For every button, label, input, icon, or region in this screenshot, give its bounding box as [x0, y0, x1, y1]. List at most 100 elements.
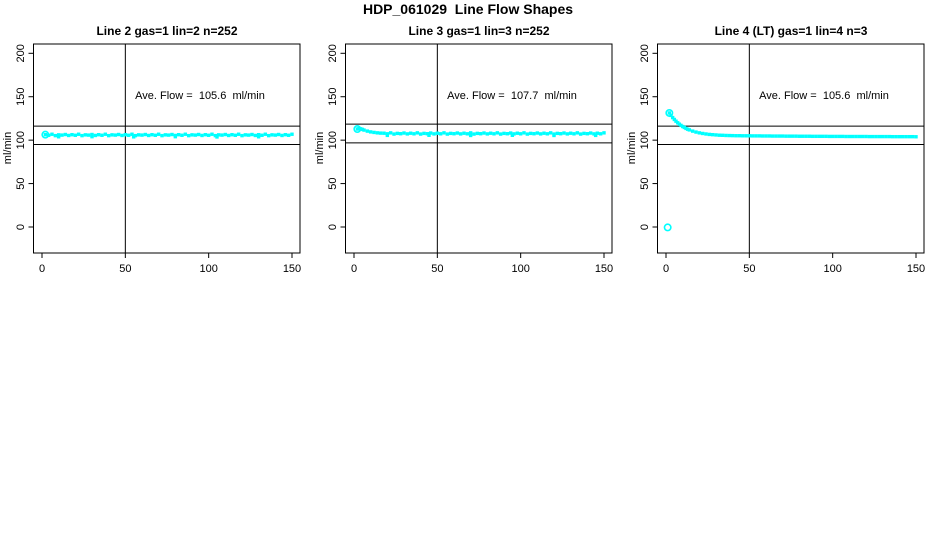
- data-point: [797, 134, 802, 138]
- x-tick-label: 50: [119, 263, 131, 275]
- data-point: [445, 132, 450, 136]
- data-point: [525, 132, 530, 136]
- data-point: [120, 133, 124, 138]
- data-point: [131, 135, 136, 139]
- data-point: [750, 134, 755, 138]
- data-point: [904, 134, 908, 139]
- data-point: [415, 131, 420, 135]
- panel-title-line3: Line 3 gas=1 lin=3 n=252: [408, 24, 550, 38]
- data-point: [744, 134, 748, 138]
- data-point: [230, 132, 234, 137]
- data-point: [226, 133, 231, 138]
- y-tick-label: 150: [639, 88, 651, 106]
- data-point: [280, 133, 284, 138]
- data-point: [864, 134, 868, 139]
- y-tick-label: 0: [639, 224, 651, 230]
- y-tick-label: 50: [639, 177, 651, 189]
- x-tick-label: 0: [39, 263, 45, 275]
- data-point: [757, 134, 762, 138]
- data-point: [568, 131, 573, 135]
- data-point: [538, 132, 543, 136]
- data-point: [575, 131, 580, 135]
- data-point: [515, 131, 520, 135]
- data-point: [495, 131, 500, 135]
- data-point: [488, 131, 493, 135]
- data-point: [724, 133, 728, 138]
- data-point: [870, 134, 875, 139]
- data-point: [465, 132, 470, 136]
- open-circle-marker: [663, 223, 672, 232]
- data-point: [56, 133, 61, 137]
- data-point: [844, 134, 848, 139]
- data-point: [572, 132, 576, 136]
- data-point: [585, 132, 590, 136]
- data-point: [266, 133, 271, 138]
- data-point: [854, 134, 858, 139]
- data-point: [130, 132, 134, 136]
- data-point: [90, 132, 94, 137]
- data-point: [754, 134, 758, 138]
- data-point: [408, 131, 413, 135]
- data-point: [914, 135, 918, 139]
- main-title: HDP_061029 Line Flow Shapes: [362, 1, 574, 17]
- data-point: [814, 134, 818, 139]
- data-point: [106, 133, 111, 138]
- data-point: [740, 134, 745, 138]
- data-point: [215, 135, 219, 139]
- data-point: [427, 133, 431, 137]
- data-point: [216, 133, 221, 137]
- y-tick-label: 100: [327, 131, 339, 149]
- data-point: [887, 134, 892, 139]
- data-point: [667, 111, 672, 115]
- data-point: [173, 134, 178, 139]
- data-point: [126, 133, 131, 137]
- data-point: [378, 131, 383, 135]
- data-point: [907, 134, 912, 139]
- y-tick-label: 0: [327, 224, 339, 230]
- data-point: [372, 130, 376, 135]
- data-point: [760, 134, 765, 138]
- data-point: [438, 132, 443, 136]
- data-point: [233, 133, 238, 137]
- data-point: [210, 132, 214, 136]
- y-tick-label: 50: [327, 177, 339, 189]
- data-point: [395, 131, 400, 136]
- data-point: [894, 134, 898, 139]
- data-point: [368, 130, 373, 134]
- data-point: [256, 135, 261, 139]
- data-point: [66, 133, 71, 138]
- data-point: [468, 133, 473, 138]
- data-point: [156, 132, 161, 136]
- data-point: [448, 131, 453, 136]
- data-point: [492, 132, 496, 136]
- data-point: [730, 133, 735, 138]
- data-point: [498, 132, 503, 136]
- data-point: [827, 134, 832, 139]
- data-point: [458, 132, 463, 136]
- data-point: [166, 133, 171, 137]
- data-point: [472, 132, 476, 136]
- data-point: [780, 134, 785, 138]
- data-point: [510, 133, 515, 137]
- x-tick-label: 100: [199, 263, 217, 275]
- data-point: [452, 132, 456, 136]
- data-point: [558, 132, 563, 136]
- x-tick-label: 150: [907, 263, 925, 275]
- data-point: [428, 131, 433, 135]
- x-tick-label: 150: [283, 263, 301, 275]
- y-tick-label: 50: [15, 177, 27, 189]
- data-point: [283, 132, 288, 137]
- open-circle-marker: [41, 130, 50, 139]
- open-circle-marker: [353, 125, 362, 134]
- data-point: [528, 131, 533, 136]
- data-point: [86, 133, 91, 137]
- data-point: [103, 132, 108, 136]
- data-point: [116, 132, 121, 137]
- data-point: [582, 131, 586, 136]
- data-point: [206, 133, 211, 137]
- data-point: [770, 134, 775, 138]
- y-tick-label: 200: [327, 44, 339, 62]
- data-point: [96, 132, 101, 137]
- panel-2: 0 50 100 150 200 0 50 100 150: [327, 43, 613, 275]
- data-point: [80, 133, 84, 138]
